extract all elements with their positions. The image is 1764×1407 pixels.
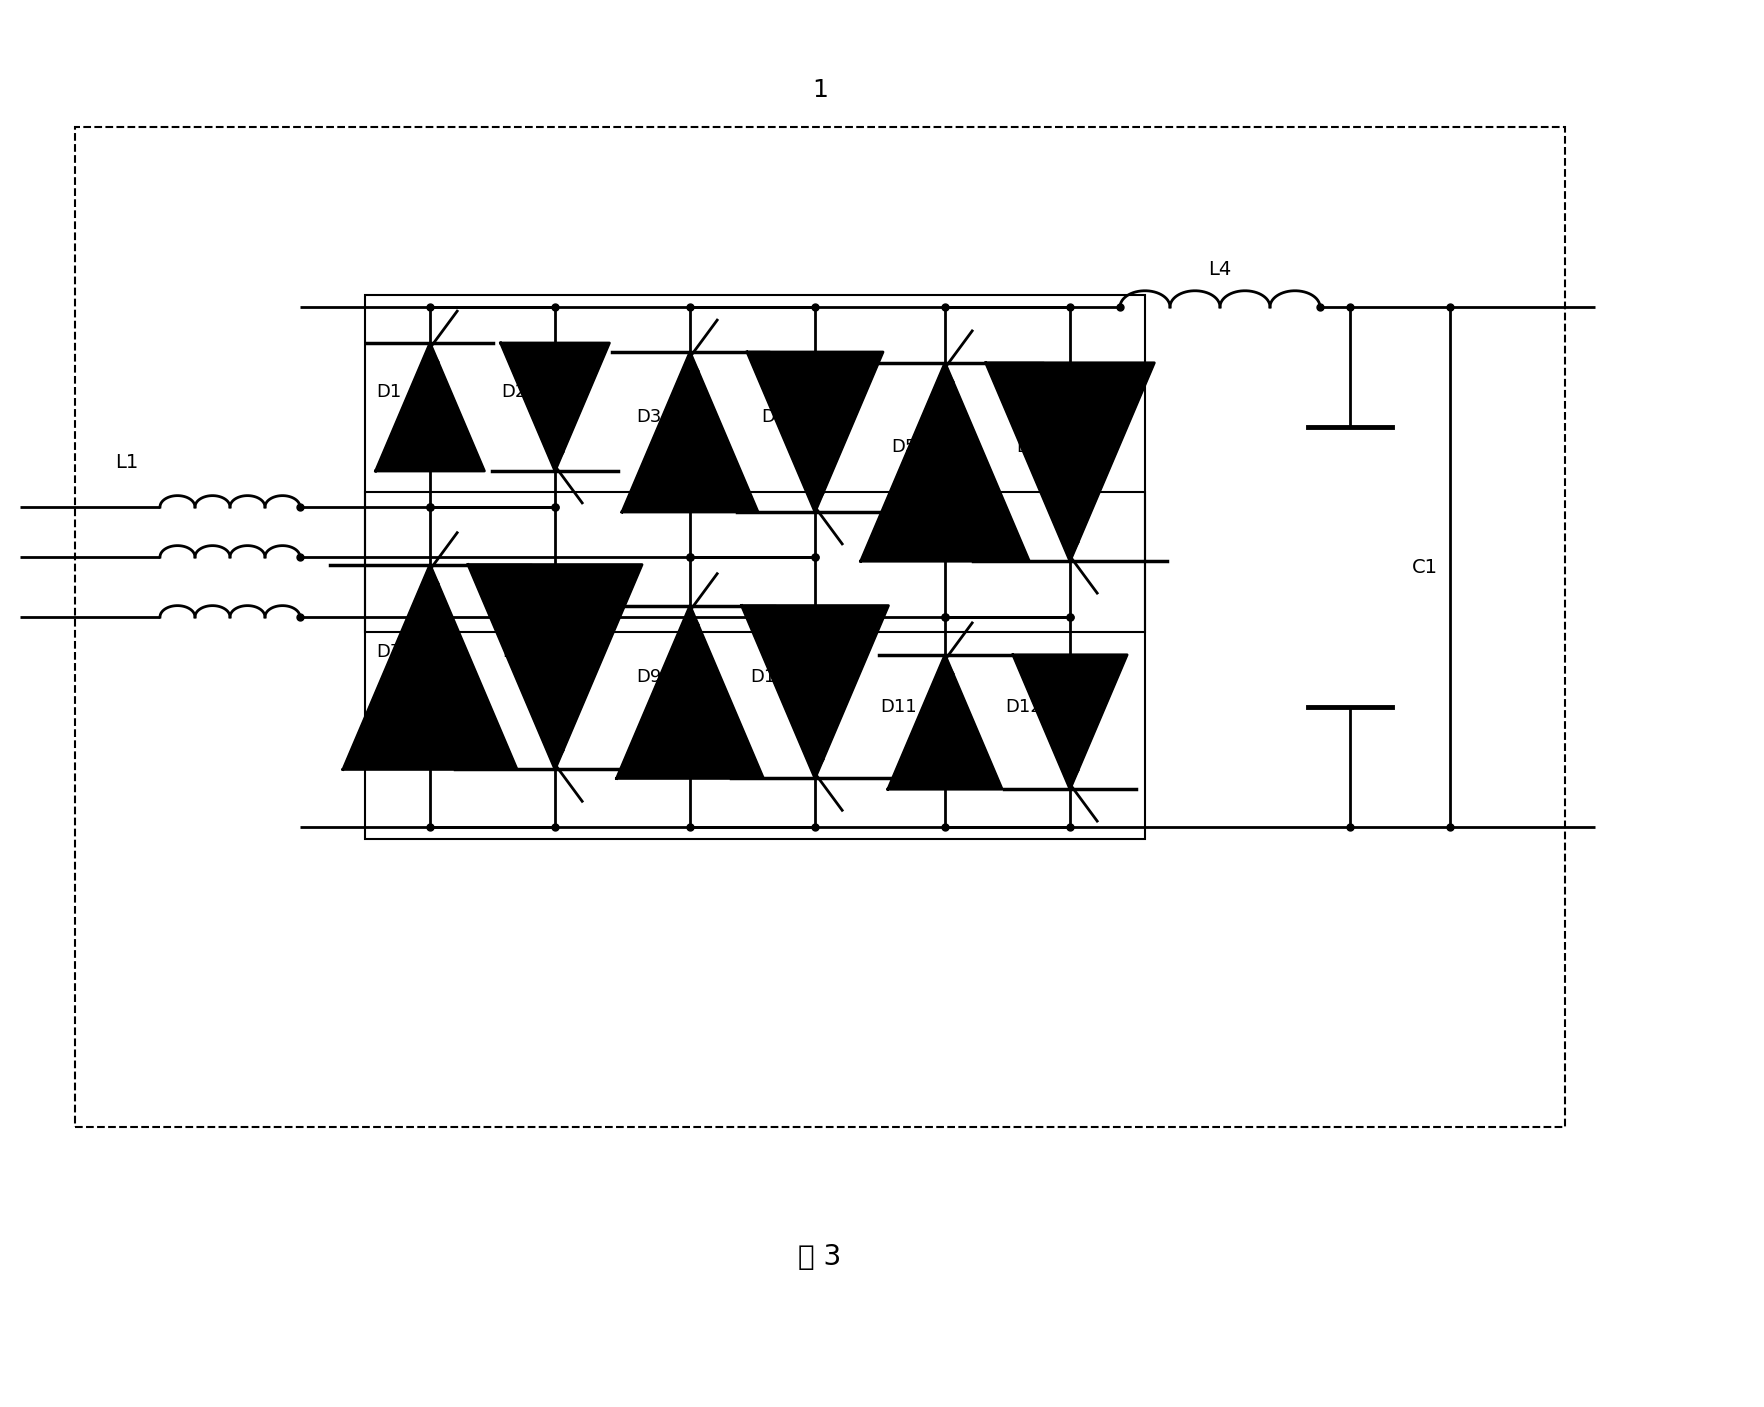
Text: D12: D12 (1005, 698, 1041, 716)
Polygon shape (616, 605, 764, 778)
Text: D4: D4 (762, 408, 787, 426)
Text: D7: D7 (376, 643, 402, 661)
Text: C1: C1 (1411, 557, 1438, 577)
Bar (74, 127, 1565, 1127)
Text: D10: D10 (750, 668, 787, 687)
Polygon shape (861, 363, 1028, 561)
Text: D5: D5 (891, 438, 917, 456)
Text: L4: L4 (1208, 260, 1231, 279)
Text: L1: L1 (115, 453, 138, 471)
Polygon shape (342, 564, 517, 770)
Polygon shape (501, 343, 609, 471)
Bar (365, 295, 1145, 632)
Text: D2: D2 (501, 383, 527, 401)
Polygon shape (746, 352, 882, 512)
Text: D8: D8 (501, 643, 527, 661)
Bar (365, 492, 1145, 839)
Polygon shape (376, 343, 483, 471)
Text: D6: D6 (1016, 438, 1041, 456)
Polygon shape (467, 564, 642, 770)
Text: D11: D11 (880, 698, 917, 716)
Text: D3: D3 (637, 408, 662, 426)
Polygon shape (887, 654, 1002, 789)
Polygon shape (984, 363, 1154, 561)
Polygon shape (621, 352, 757, 512)
Polygon shape (1013, 654, 1127, 789)
Text: D1: D1 (376, 383, 402, 401)
Text: D9: D9 (637, 668, 662, 687)
Text: 1: 1 (811, 77, 827, 101)
Text: 图 3: 图 3 (797, 1242, 841, 1271)
Polygon shape (741, 605, 887, 778)
